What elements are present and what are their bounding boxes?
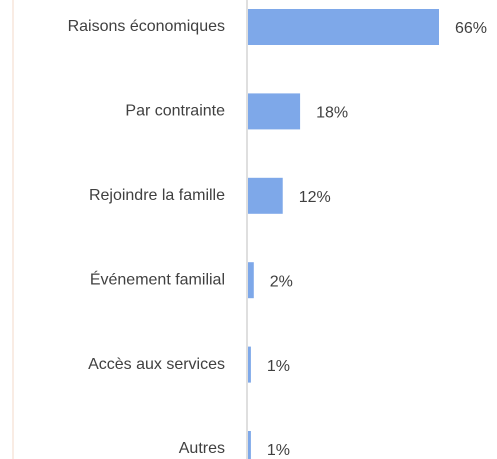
bar — [248, 9, 439, 45]
bar — [248, 262, 254, 299]
value-label: 66% — [455, 20, 487, 37]
category-label: Rejoindre la famille — [89, 187, 225, 204]
value-label: 12% — [299, 189, 331, 206]
value-label: 2% — [270, 273, 293, 290]
category-label: Accès aux services — [88, 356, 225, 373]
category-label: Autres — [179, 440, 225, 457]
value-label: 1% — [267, 442, 290, 459]
bar — [248, 177, 283, 214]
value-label: 1% — [267, 358, 290, 375]
bar — [248, 431, 251, 459]
bar — [248, 93, 301, 130]
value-label: 18% — [316, 105, 348, 122]
category-label: Raisons économiques — [68, 18, 225, 35]
bar — [248, 346, 251, 383]
category-label: Par contrainte — [125, 103, 225, 120]
category-label: Événement familial — [90, 269, 225, 288]
